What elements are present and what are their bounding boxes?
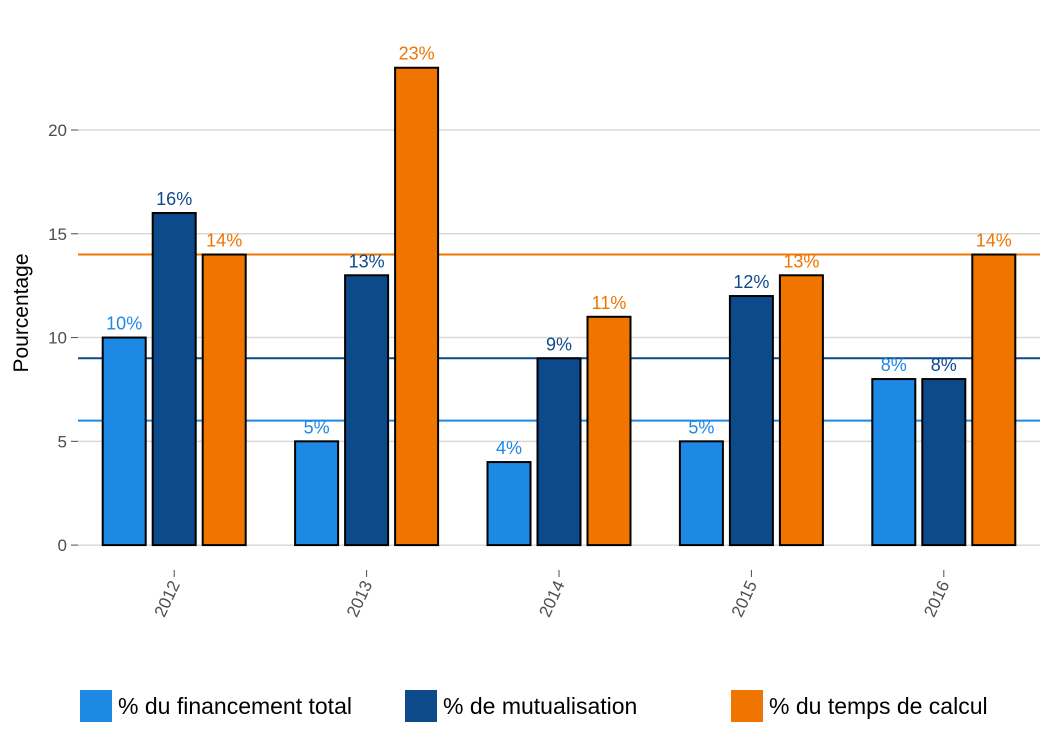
bar bbox=[586, 315, 632, 547]
bar-value-label: 23% bbox=[399, 44, 435, 64]
bar-value-label: 14% bbox=[206, 231, 242, 251]
y-axis-title: Pourcentage bbox=[10, 253, 33, 372]
y-tick-label: 5 bbox=[58, 432, 67, 451]
bar bbox=[971, 253, 1017, 547]
legend: % du financement total % de mutualisation… bbox=[0, 689, 1050, 729]
x-axis: 2012 2013 2014 2015 2016 bbox=[151, 570, 953, 620]
x-tick-label: 2016 bbox=[920, 578, 953, 620]
x-tick-label: 2015 bbox=[728, 578, 761, 620]
bar-value-label: 4% bbox=[496, 438, 522, 458]
bar bbox=[536, 357, 582, 547]
y-tick-label: 0 bbox=[58, 536, 67, 555]
bar-value-label: 5% bbox=[304, 417, 330, 437]
x-tick-label: 2012 bbox=[151, 578, 184, 620]
bar-value-label: 12% bbox=[733, 272, 769, 292]
y-axis: 0 5 10 15 20 bbox=[48, 121, 78, 555]
bar-value-label: 5% bbox=[688, 417, 714, 437]
bar bbox=[344, 274, 390, 547]
bar-value-label: 16% bbox=[156, 189, 192, 209]
bar-value-label: 9% bbox=[546, 334, 572, 354]
legend-swatch bbox=[80, 690, 112, 722]
data-labels: 10% 16% 14% 5% 13% 23% 4% 9% 11% 5% 12% 13% 8% 8% 14% bbox=[106, 44, 1012, 458]
y-tick-label: 15 bbox=[48, 225, 67, 244]
y-tick-label: 10 bbox=[48, 329, 67, 348]
bar bbox=[778, 274, 824, 547]
bar bbox=[151, 212, 197, 547]
y-tick-label: 20 bbox=[48, 121, 67, 140]
bar bbox=[201, 253, 247, 547]
bar-chart: 10%16%14%5%13%23%4%9%11%5%12%13%8% 8%14% … bbox=[10, 44, 1040, 620]
legend-swatch bbox=[731, 690, 763, 722]
bar bbox=[678, 440, 724, 547]
bar bbox=[921, 378, 967, 547]
bar bbox=[871, 378, 917, 547]
bars bbox=[101, 66, 1017, 547]
legend-label: % de mutualisation bbox=[443, 692, 638, 719]
bar bbox=[294, 440, 340, 547]
x-tick-label: 2013 bbox=[343, 578, 376, 620]
bar-value-label: 13% bbox=[349, 251, 385, 271]
x-tick-label: 2014 bbox=[535, 578, 568, 620]
bar-value-label: 13% bbox=[783, 251, 819, 271]
legend-item: % du temps de calcul bbox=[731, 689, 988, 723]
bar bbox=[728, 295, 774, 547]
legend-label: % du financement total bbox=[118, 692, 352, 719]
legend-item: % du financement total bbox=[80, 689, 352, 723]
bar-value-label: 11% bbox=[592, 293, 627, 313]
bar bbox=[394, 66, 440, 547]
bar-value-label: 10% bbox=[106, 314, 142, 334]
bar bbox=[101, 336, 147, 547]
legend-item: % de mutualisation bbox=[405, 689, 637, 723]
legend-swatch bbox=[405, 690, 437, 722]
bar-value-label: 8% bbox=[881, 355, 907, 375]
legend-label: % du temps de calcul bbox=[769, 692, 988, 719]
bar-value-label: 8% bbox=[931, 355, 957, 375]
bar-value-label: 14% bbox=[976, 231, 1012, 251]
bar bbox=[486, 461, 532, 547]
